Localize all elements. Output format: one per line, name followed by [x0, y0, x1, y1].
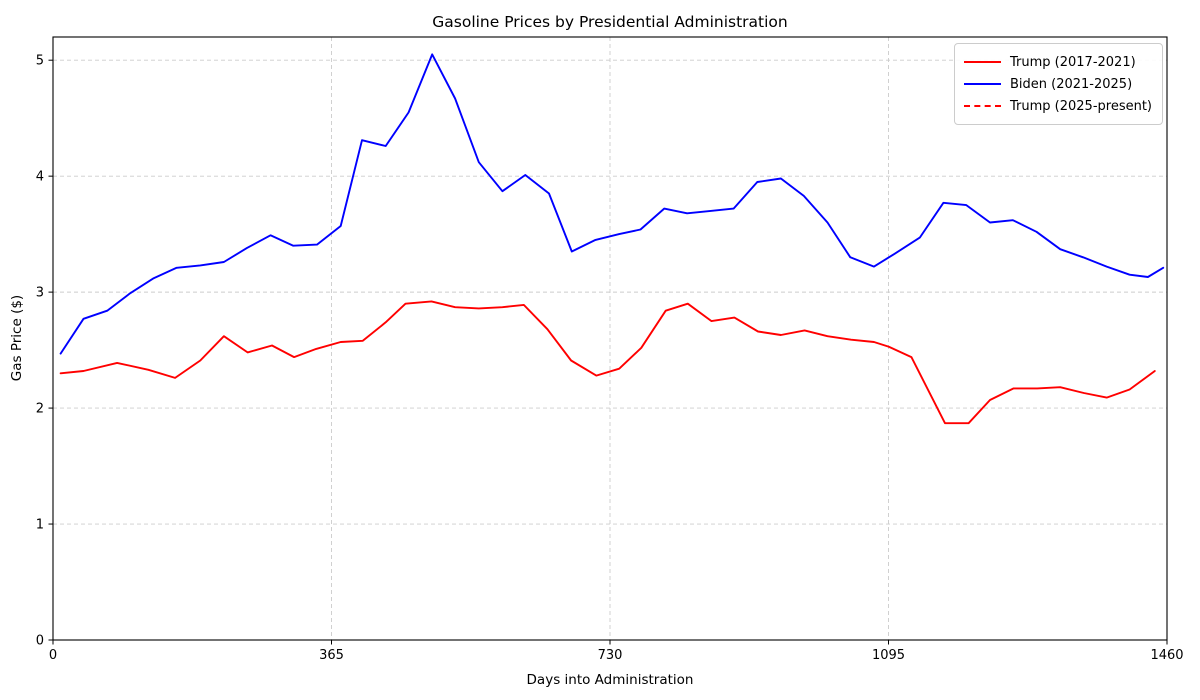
x-tick-label: 365 [319, 648, 344, 663]
y-tick-label: 3 [36, 286, 44, 301]
legend-item-biden-2021: Biden (2021-2025) [964, 73, 1152, 95]
x-tick-label: 1460 [1150, 648, 1183, 663]
legend-line-sample-trump-2025 [964, 105, 1001, 107]
legend-line-sample-biden-2021 [964, 83, 1001, 85]
legend-item-trump-2017: Trump (2017-2021) [964, 51, 1152, 73]
y-axis-label: Gas Price ($) [9, 294, 25, 382]
legend-label: Trump (2017-2021) [1010, 54, 1136, 70]
x-tick-label: 1095 [872, 648, 905, 663]
y-tick-label: 5 [36, 54, 44, 69]
y-tick-label: 1 [36, 518, 44, 533]
y-tick-label: 0 [36, 634, 44, 649]
legend-item-trump-2025: Trump (2025-present) [964, 95, 1152, 117]
series-line-biden-2021 [59, 53, 1165, 355]
x-axis-label: Days into Administration [526, 672, 694, 688]
series-line-trump-2017 [59, 300, 1156, 425]
x-tick-label: 0 [49, 648, 57, 663]
y-tick-label: 4 [36, 170, 44, 185]
legend-label: Biden (2021-2025) [1010, 76, 1133, 92]
y-tick-label: 2 [36, 402, 44, 417]
legend-line-sample-trump-2017 [964, 61, 1001, 63]
legend-label: Trump (2025-present) [1010, 98, 1152, 114]
chart-title: Gasoline Prices by Presidential Administ… [432, 13, 788, 31]
legend: Trump (2017-2021) Biden (2021-2025) Trum… [954, 43, 1163, 125]
x-tick-label: 730 [598, 648, 623, 663]
